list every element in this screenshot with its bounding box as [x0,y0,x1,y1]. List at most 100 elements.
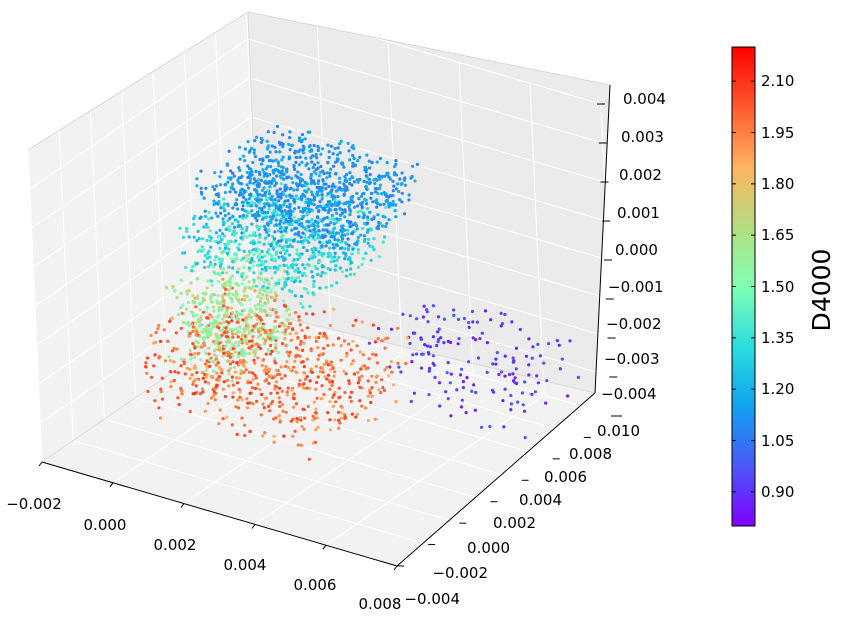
data-point [431,335,435,339]
data-point [221,417,225,421]
data-point [199,358,203,362]
grid-line [27,0,247,151]
data-point [194,305,198,309]
data-point [322,346,326,350]
data-point [278,150,282,154]
data-point [301,225,305,229]
data-point [287,142,291,146]
data-point [319,352,323,356]
data-point [262,224,266,228]
data-point [326,143,330,147]
data-point [349,267,353,271]
data-point [206,279,210,283]
data-point [351,339,355,343]
data-point [293,269,297,273]
data-point [329,208,333,212]
data-point [290,176,294,180]
data-point [535,374,539,378]
data-point [317,179,321,183]
data-point [393,209,397,213]
data-point [275,329,280,333]
data-point [227,212,231,216]
data-point [277,324,281,328]
data-point [225,280,229,284]
data-point [365,207,369,211]
data-point [253,361,257,365]
data-point [221,296,225,300]
data-point [297,318,301,322]
data-point [191,325,195,329]
data-point [314,407,318,411]
data-point [199,215,203,219]
data-point [195,184,199,188]
data-point [263,396,267,400]
data-point [304,274,308,278]
data-point [371,200,375,204]
data-point [212,387,216,391]
data-point [235,351,239,355]
data-point [279,171,283,175]
data-point [385,160,389,165]
data-point [316,216,320,220]
data-point [377,388,381,392]
data-point [258,299,263,303]
data-point [303,137,307,141]
data-point [221,293,225,297]
data-point [277,278,281,282]
data-point [503,312,507,317]
data-point [289,419,293,423]
data-point [334,208,338,212]
data-point [459,373,463,377]
data-point [176,371,180,375]
grid-line [251,116,607,222]
y-tick-label: 0.004 [519,491,562,509]
data-point [500,321,505,326]
data-point [389,327,394,331]
data-point [212,265,216,269]
data-point [503,354,507,358]
data-point [251,350,255,354]
data-point [245,259,249,263]
x-tick [322,544,327,550]
data-point [301,239,305,243]
data-point [193,364,197,368]
data-point [317,229,321,233]
data-point [331,307,336,311]
x-tick-label: 0.000 [84,516,127,534]
data-point [217,348,221,352]
data-point [234,327,238,331]
data-point [241,195,246,199]
data-point [235,313,239,318]
data-point [278,404,282,409]
data-point [241,193,245,197]
data-point [199,315,203,319]
data-point [225,162,229,166]
data-point [205,364,209,368]
data-point [340,406,344,410]
data-point [315,156,319,160]
data-point [296,240,300,244]
data-point [253,188,257,192]
data-point [476,356,481,360]
data-point [318,200,322,204]
data-point [246,175,250,179]
data-point [365,221,369,225]
data-point [264,268,268,272]
data-point [367,166,372,170]
data-point [316,272,320,277]
data-point [311,275,315,279]
data-point [321,334,325,339]
data-point [282,221,286,225]
data-point [160,397,164,401]
data-point [388,365,392,369]
data-point [332,164,336,168]
data-point [276,229,281,233]
data-point [312,163,317,167]
data-point [228,355,232,359]
data-point [240,231,244,235]
data-point [308,210,312,214]
data-point [220,257,224,261]
data-point [195,296,199,301]
data-point [237,176,241,180]
data-point [346,248,351,252]
